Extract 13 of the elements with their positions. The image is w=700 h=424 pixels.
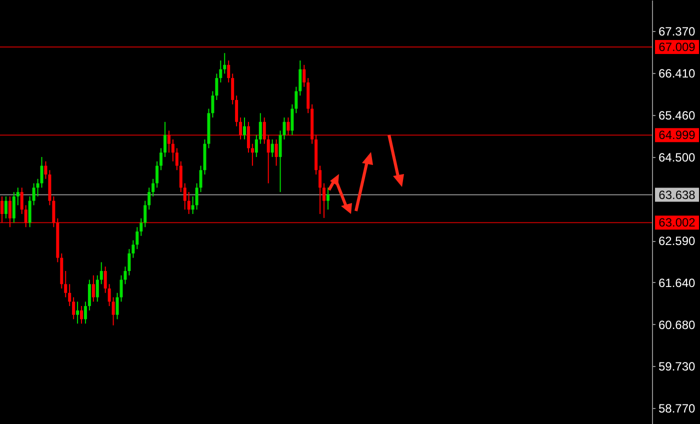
y-tick-label: 61.640 [658,276,696,290]
ref-line-label: 63.638 [658,188,696,202]
y-tick-label: 67.370 [658,24,696,39]
y-tick-label: 58.770 [658,402,696,416]
y-tick-label: 62.590 [658,234,696,248]
y-tick-label: 65.460 [658,108,696,122]
ref-line-label: 63.002 [658,216,696,230]
y-tick-label: 66.410 [658,66,696,81]
ref-line-label: 64.999 [658,128,696,142]
y-tick-label: 59.730 [658,360,696,374]
y-tick-label: 60.680 [658,318,696,332]
ref-line-label: 67.009 [658,40,696,54]
y-tick-label: 64.500 [658,150,696,164]
